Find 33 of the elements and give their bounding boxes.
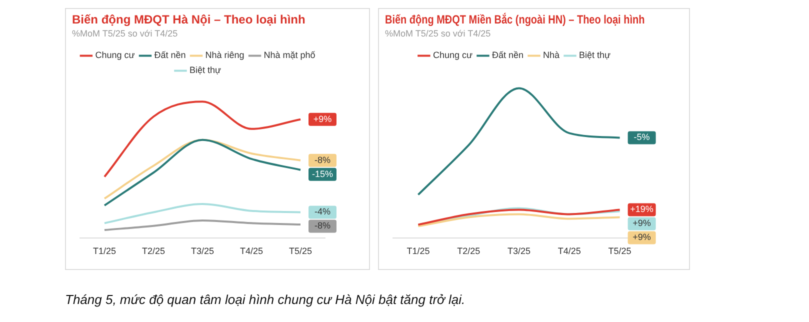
- legend-label: Chung cư: [95, 50, 135, 60]
- legend-label: Chung cư: [432, 50, 472, 60]
- x-tick-label: T5/25: [288, 246, 312, 256]
- text: Tháng 5, mức độ quan tâm loại hình chung cư Hà Nội bật tăng trở lại.: [65, 292, 466, 307]
- legend-label: Biệt thự: [189, 65, 222, 76]
- legend-label: Nhà mặt phố: [264, 50, 316, 60]
- annotation: -4%: [314, 206, 331, 217]
- legend-label: Nhà: [543, 50, 560, 60]
- chart-subtitle: %MoM T5/25 so với T4/25: [385, 28, 491, 38]
- chart-title: Biến động MĐQT Hà Nội – Theo loại hình: [72, 12, 306, 27]
- legend-label: Đất nền: [154, 50, 186, 60]
- x-tick-label: T4/25: [558, 246, 581, 256]
- annotation: -8%: [314, 220, 331, 231]
- x-tick-label: T3/25: [507, 246, 531, 256]
- x-tick-label: T4/25: [240, 246, 264, 256]
- x-tick-label: T2/25: [457, 246, 480, 256]
- chart-subtitle: %MoM T5/25 so với T4/25: [72, 28, 178, 38]
- annotation: -15%: [312, 168, 334, 179]
- annotation: -8%: [314, 154, 331, 165]
- legend-label: Biệt thự: [579, 50, 611, 60]
- x-tick-label: T3/25: [190, 246, 214, 256]
- annotation: +9%: [632, 232, 651, 242]
- chart-title: Biến động MĐQT Miền Bắc (ngoài HN) – Theo loại hình: [385, 12, 645, 27]
- annotation: +9%: [632, 218, 651, 228]
- annotation: +19%: [630, 204, 654, 214]
- x-tick-label: T5/25: [608, 246, 632, 256]
- legend-label: Đất nền: [492, 50, 524, 60]
- annotation: +9%: [313, 114, 332, 124]
- annotation: -5%: [634, 132, 650, 142]
- x-tick-label: T1/25: [406, 246, 430, 256]
- x-tick-label: T1/25: [92, 246, 116, 256]
- x-tick-label: T2/25: [142, 246, 166, 256]
- legend-label: Nhà riêng: [205, 50, 244, 60]
